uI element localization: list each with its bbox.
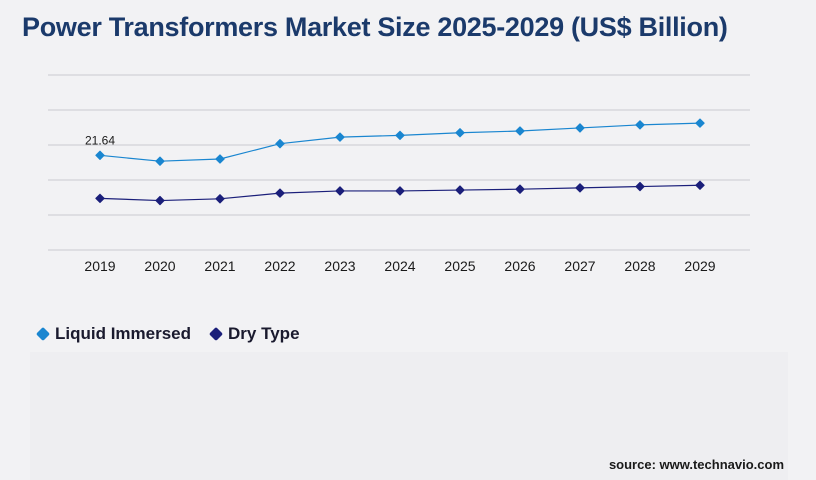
- x-tick-label: 2026: [504, 258, 535, 274]
- data-point: [215, 194, 225, 204]
- x-tick-label: 2023: [324, 258, 355, 274]
- data-point: [275, 138, 285, 149]
- data-point: [95, 193, 105, 204]
- data-point: [695, 180, 705, 190]
- data-point: [575, 123, 585, 133]
- legend-item-dry-type[interactable]: Dry Type: [208, 324, 300, 344]
- chart-title: Power Transformers Market Size 2025-2029…: [22, 12, 728, 42]
- x-tick-label: 2024: [384, 258, 415, 274]
- data-point: [335, 132, 345, 142]
- data-point: [695, 118, 705, 128]
- data-point: [635, 120, 645, 130]
- legend-label: Liquid Immersed: [55, 324, 192, 343]
- data-point: [95, 150, 105, 161]
- data-point: [275, 188, 285, 198]
- series-line: [99, 122, 701, 162]
- data-point: [635, 181, 645, 192]
- legend: Liquid Immersed Dry Type: [35, 324, 320, 344]
- x-tick-label: 2022: [264, 258, 295, 274]
- chart-area: 2019 2020 2021 2022 2023 2024 2025 2026 2027 2028…: [48, 74, 750, 274]
- x-tick-label: 2028: [624, 258, 655, 274]
- x-tick-label: 2027: [564, 258, 595, 274]
- data-point: [515, 184, 525, 194]
- lower-panel: [30, 352, 788, 480]
- data-point: [395, 186, 405, 196]
- data-point: [395, 130, 405, 141]
- legend-marker-icon: [208, 326, 224, 342]
- x-tick-label: 2025: [444, 258, 475, 274]
- x-tick-label: 2029: [684, 258, 715, 274]
- legend-label: Dry Type: [228, 324, 300, 343]
- source-credit: source: www.technavio.com: [608, 457, 784, 472]
- data-point: [155, 195, 165, 206]
- legend-marker-icon: [35, 326, 51, 342]
- data-point: [155, 156, 165, 166]
- x-tick-label: 2020: [144, 258, 175, 274]
- data-point: [335, 186, 345, 196]
- x-tick-label: 2019: [84, 258, 115, 274]
- data-label: 21.64: [85, 133, 115, 147]
- data-point: [575, 183, 585, 193]
- data-point: [455, 185, 465, 195]
- data-point: [515, 126, 525, 136]
- data-point: [455, 128, 465, 138]
- legend-item-liquid-immersed[interactable]: Liquid Immersed: [35, 324, 192, 344]
- x-tick-label: 2021: [204, 258, 235, 274]
- data-point: [215, 154, 225, 164]
